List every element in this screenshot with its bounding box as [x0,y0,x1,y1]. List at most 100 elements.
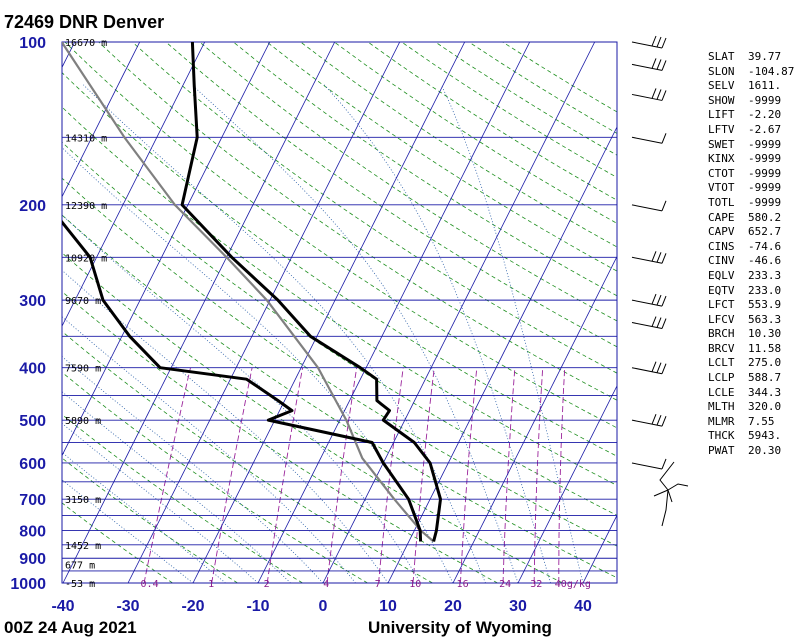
wind-barb [631,35,667,49]
index-name: SLON [708,64,735,78]
footer-source: University of Wyoming [368,618,552,637]
isotherm [387,126,617,583]
index-value: -2.67 [748,122,782,136]
index-value: 11.58 [748,341,782,355]
index-name: CINV [708,254,735,268]
isotherm [452,255,617,583]
dry-adiabat [165,42,617,348]
index-value: 233.3 [748,268,782,282]
index-row-cape: CAPE 580.2 [708,211,800,226]
pressure-tick-label: 900 [19,551,46,568]
temperature-tick-label: -30 [116,598,139,615]
mixing-ratio-label: 7 [375,579,381,590]
index-name: KINX [708,152,735,166]
moist-adiabat [62,422,259,583]
moist-adiabat [62,316,356,583]
index-row-cinv: CINV -46.6 [708,254,800,269]
index-name: TOTL [708,195,735,209]
wind-barb [631,361,667,375]
isotherm [192,42,466,583]
mixing-ratio-label: 10 [409,579,421,590]
index-value: -9999 [748,195,782,209]
index-row-slat: SLAT 39.77 [708,50,800,65]
index-row-brch: BRCH 10.30 [708,327,800,342]
footer-date: 00Z 24 Aug 2021 [4,618,137,637]
index-name: LCLT [708,356,735,370]
index-value: 10.30 [748,327,782,341]
wind-barb [631,251,667,264]
wind-barb [631,316,667,330]
height-label: 1452 m [65,541,101,552]
index-value: 20.30 [748,444,782,458]
index-row-lclp: LCLP 588.7 [708,371,800,386]
index-value: 275.0 [748,356,782,370]
index-name: SWET [708,137,735,151]
height-label: 12390 m [65,201,107,212]
moist-adiabat [62,269,389,583]
mixing-ratio-line [459,367,478,583]
index-row-lift: LIFT -2.20 [708,108,800,123]
height-label: 10920 m [65,253,107,264]
index-value: 5943. [748,429,782,443]
pressure-tick-label: 200 [19,198,46,215]
index-name: SHOW [708,93,735,107]
height-label: 5890 m [65,416,101,427]
mixing-ratio-label: 0.4 [141,579,159,590]
index-row-show: SHOW -9999 [708,94,800,109]
index-name: LCLE [708,385,735,399]
temperature-tick-label: 0 [319,598,328,615]
index-name: CINS [708,239,735,253]
height-label: -53 m [65,579,95,590]
pressure-tick-label: 600 [19,456,46,473]
index-value: -46.6 [748,254,782,268]
temperature-tick-label: 30 [509,598,527,615]
mixing-ratio-labels: 0.4 1 2 4 7 10 16 24 32 40g/kg [141,579,591,590]
index-value: -2.20 [748,108,782,122]
index-value: -74.6 [748,239,782,253]
index-row-totl: TOTL -9999 [708,196,800,211]
index-name: LCLP [708,371,735,385]
mixing-ratio-label: 4 [323,579,329,590]
height-label: 7590 m [65,364,101,375]
pressure-tick-label: 300 [19,293,46,310]
chart-title: 72469 DNR Denver [4,12,164,32]
wind-barb [631,200,667,212]
temperature-tick-label: 20 [444,598,462,615]
index-value: 233.0 [748,283,782,297]
index-row-selv: SELV 1611. [708,79,800,94]
index-row-thck: THCK 5943. [708,429,800,444]
index-row-lfcv: LFCV 563.3 [708,313,800,328]
index-row-vtot: VTOT -9999 [708,181,800,196]
index-value: 7.55 [748,414,775,428]
height-label: 9670 m [65,296,101,307]
temperature-line [180,42,442,542]
mixing-ratio-label: 32 [530,579,542,590]
index-row-brcv: BRCV 11.58 [708,342,800,357]
moist-adiabat [62,391,291,583]
wind-barb [631,413,667,427]
index-value: 344.3 [748,385,782,399]
dry-adiabat [98,42,617,401]
pressure-tick-label: 1000 [10,576,46,593]
mixing-ratio-line [326,367,358,583]
index-row-swet: SWET -9999 [708,138,800,153]
parcel-path-line [62,42,435,543]
index-name: VTOT [708,181,735,195]
pressure-tick-label: 500 [19,413,46,430]
index-value: -9999 [748,166,782,180]
index-row-lfct: LFCT 553.9 [708,298,800,313]
index-name: EQTV [708,283,735,297]
index-value: -9999 [748,93,782,107]
mixing-ratio-line [143,367,191,583]
index-value: -9999 [748,152,782,166]
index-row-lcle: LCLE 344.3 [708,386,800,401]
height-label: 677 m [65,561,95,572]
index-value: 553.9 [748,298,782,312]
index-row-mlth: MLTH 320.0 [708,400,800,415]
index-name: LFCV [708,312,735,326]
isotherm [62,42,271,457]
index-value: 588.7 [748,371,782,385]
index-row-kinx: KINX -9999 [708,152,800,167]
index-name: LIFT [708,108,735,122]
